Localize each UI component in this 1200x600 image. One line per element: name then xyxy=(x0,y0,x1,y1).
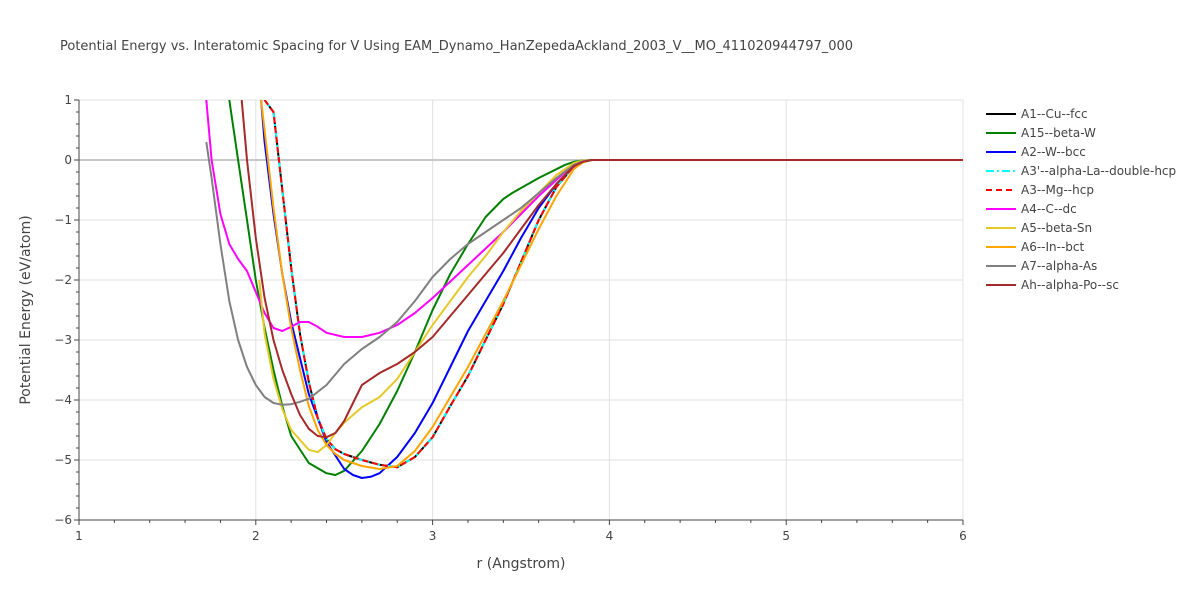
y-tick-label: −1 xyxy=(54,213,72,227)
legend-item[interactable]: A3'--alpha-La--double-hcp xyxy=(986,164,1176,178)
legend[interactable]: A1--Cu--fcc A15--beta-W A2--W--bcc A3'--alp… xyxy=(986,107,1176,292)
legend-label: A7--alpha-As xyxy=(1021,259,1097,273)
series-line-4 xyxy=(263,100,963,469)
y-tick-label: −3 xyxy=(54,333,72,347)
legend-label: A3'--alpha-La--double-hcp xyxy=(1021,164,1176,178)
x-tick-label: 4 xyxy=(606,529,614,543)
chart-title: Potential Energy vs. Interatomic Spacing… xyxy=(60,39,853,54)
legend-label: A5--beta-Sn xyxy=(1021,221,1092,235)
series-line-3 xyxy=(263,100,963,469)
y-tick-label: −5 xyxy=(54,453,72,467)
y-axis-title: Potential Energy (eV/atom) xyxy=(18,215,34,404)
x-tick-label: 3 xyxy=(429,529,437,543)
legend-label: A3--Mg--hcp xyxy=(1021,183,1094,197)
series-line-0 xyxy=(263,100,963,469)
y-tick-label: 1 xyxy=(64,93,72,107)
legend-label: A1--Cu--fcc xyxy=(1021,107,1088,121)
y-tick-label: 0 xyxy=(64,153,72,167)
legend-item[interactable]: A3--Mg--hcp xyxy=(986,183,1094,197)
legend-label: Ah--alpha-Po--sc xyxy=(1021,278,1119,292)
legend-label: A2--W--bcc xyxy=(1021,145,1086,159)
x-tick-label: 2 xyxy=(252,529,260,543)
x-tick-label: 6 xyxy=(959,529,967,543)
legend-item[interactable]: A1--Cu--fcc xyxy=(986,107,1088,121)
series-line-8 xyxy=(205,141,963,406)
series-line-6 xyxy=(258,159,963,454)
x-tick-label: 1 xyxy=(75,529,83,543)
legend-label: A6--In--bct xyxy=(1021,240,1085,254)
legend-item[interactable]: A2--W--bcc xyxy=(986,145,1086,159)
legend-item[interactable]: A6--In--bct xyxy=(986,240,1085,254)
legend-item[interactable]: A15--beta-W xyxy=(986,126,1096,140)
series-line-2 xyxy=(260,100,963,479)
legend-label: A15--beta-W xyxy=(1021,126,1096,140)
legend-label: A4--C--dc xyxy=(1021,202,1077,216)
grid-layer xyxy=(79,99,964,520)
x-tick-label: 5 xyxy=(782,529,790,543)
series-layer xyxy=(205,100,963,479)
axes-layer: 1 2 3 4 5 6 1 0 −1 −2 −3 −4 −5 −6 xyxy=(54,93,967,543)
x-axis-title: r (Angstrom) xyxy=(477,556,566,572)
series-line-9 xyxy=(240,100,963,439)
legend-item[interactable]: A5--beta-Sn xyxy=(986,221,1092,235)
legend-item[interactable]: A7--alpha-As xyxy=(986,259,1097,273)
series-line-1 xyxy=(228,100,963,476)
y-tick-label: −4 xyxy=(54,393,72,407)
series-line-5 xyxy=(205,100,963,338)
legend-item[interactable]: Ah--alpha-Po--sc xyxy=(986,278,1119,292)
y-tick-label: −2 xyxy=(54,273,72,287)
series-line-7 xyxy=(260,100,963,470)
y-tick-label: −6 xyxy=(54,513,72,527)
legend-item[interactable]: A4--C--dc xyxy=(986,202,1077,216)
